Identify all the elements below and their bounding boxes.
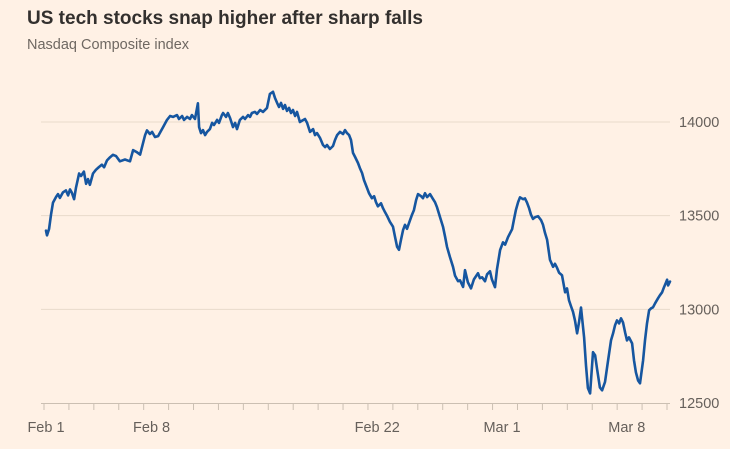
chart-title: US tech stocks snap higher after sharp f… [27,8,423,29]
y-axis-label: 13000 [679,302,719,318]
price-line [44,90,672,395]
x-axis-label: Mar 1 [483,420,520,436]
x-axis-label: Feb 1 [27,420,64,436]
x-axis-label: Mar 8 [608,420,645,436]
x-axis-label: Feb 8 [133,420,170,436]
y-axis-label: 14000 [679,115,719,131]
chart-subtitle: Nasdaq Composite index [27,37,190,53]
y-axis-label: 12500 [679,396,719,412]
x-axis-label: Feb 22 [355,420,400,436]
y-axis-label: 13500 [679,209,719,225]
